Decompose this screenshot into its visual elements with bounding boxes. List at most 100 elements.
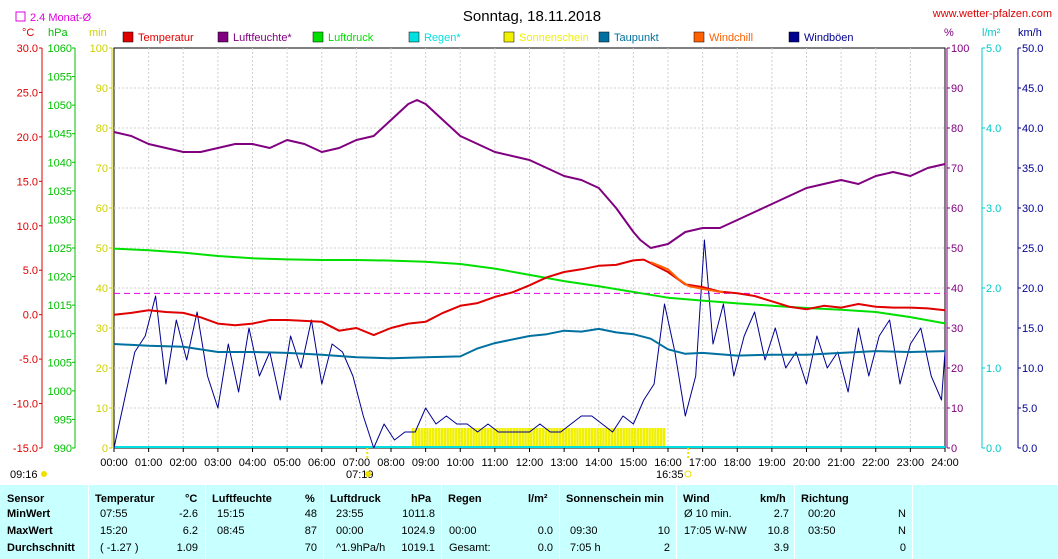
humidity-axis-label: 30 bbox=[951, 323, 963, 335]
minutes-axis-label: 70 bbox=[96, 163, 108, 175]
x-tick-label: 11:00 bbox=[482, 457, 509, 469]
humidity-axis-label: 90 bbox=[951, 83, 963, 95]
pressure-axis-label: 1055 bbox=[48, 72, 72, 84]
table-cell-d-val: N bbox=[898, 525, 906, 537]
sunshine-bar bbox=[506, 428, 510, 448]
table-cell-s-val: 2 bbox=[663, 542, 670, 554]
x-tick-label: 15:00 bbox=[620, 457, 648, 469]
sunshine-bar bbox=[610, 428, 614, 448]
table-cell-t-val: 1.09 bbox=[176, 542, 198, 554]
series-temperatur bbox=[113, 258, 946, 337]
table-cell-r-time: 00:00 bbox=[449, 525, 477, 537]
pressure-axis-label: 1040 bbox=[48, 157, 72, 169]
x-tick-label: 03:00 bbox=[204, 457, 232, 469]
sunshine-bar bbox=[576, 428, 579, 448]
minutes-axis-label: 0 bbox=[102, 443, 108, 455]
pressure-axis-label: 1005 bbox=[48, 357, 72, 369]
x-tick-label: 01:00 bbox=[135, 457, 163, 469]
col-direction bbox=[794, 485, 913, 559]
sunshine-bar bbox=[472, 428, 475, 448]
sunshine-bar bbox=[455, 428, 458, 448]
col-humidity bbox=[205, 485, 324, 559]
sunshine-bar bbox=[501, 428, 504, 448]
wind-unit: km/h bbox=[1018, 27, 1042, 39]
series-luftdruck bbox=[113, 247, 946, 325]
minutes-axis-label: 100 bbox=[90, 43, 108, 55]
sunshine-bar bbox=[489, 428, 493, 448]
sunshine-bar bbox=[561, 428, 565, 448]
sunshine-bar bbox=[530, 428, 533, 448]
x-tick-label: 16:00 bbox=[654, 457, 682, 469]
sunshine-bar bbox=[486, 428, 490, 448]
table-cell-t-val: -2.6 bbox=[179, 508, 198, 520]
hdr-rain-unit: l/m² bbox=[528, 493, 548, 505]
sunshine-bar bbox=[625, 428, 628, 448]
sunshine-bar bbox=[443, 428, 447, 448]
monthly-avg-marker bbox=[15, 11, 26, 22]
sunshine-bar bbox=[584, 428, 588, 448]
legend-swatch bbox=[788, 31, 800, 43]
sunshine-bar bbox=[544, 428, 548, 448]
rain-axis-label: 4.0 bbox=[986, 123, 1001, 135]
sunshine-bar bbox=[590, 428, 594, 448]
x-tick-label: 17:00 bbox=[689, 457, 717, 469]
chart-axes: 00:00 01:00 02:00 03:00 04:00 05:00 06:00 07:00… bbox=[13, 43, 1044, 469]
table-cell-p-time: 00:00 bbox=[336, 525, 364, 537]
x-tick-label: 09:00 bbox=[412, 457, 440, 469]
x-tick-label: 00:00 bbox=[100, 457, 128, 469]
pressure-axis-label: 1000 bbox=[48, 386, 72, 398]
sunshine-bar bbox=[570, 428, 573, 448]
x-tick-label: 06:00 bbox=[308, 457, 336, 469]
sunshine-bar bbox=[452, 428, 455, 448]
monthly-avg-label: 2.4 Monat-Ø bbox=[30, 12, 92, 24]
chart-legend: Temperatur Luftfeuchte* Luftdruck Regen* Son… bbox=[122, 31, 854, 44]
hdr-wind: Wind bbox=[683, 493, 710, 505]
sunshine-bar bbox=[657, 428, 660, 448]
humidity-axis-label: 100 bbox=[951, 43, 969, 55]
hdr-temperature: Temperatur bbox=[95, 493, 155, 505]
legend-swatch bbox=[598, 31, 610, 43]
temp-unit: °C bbox=[22, 27, 34, 39]
table-cell-p-val: 1019.1 bbox=[401, 542, 435, 554]
table-cell-w-val: 10.8 bbox=[767, 525, 789, 537]
sunshine-bar bbox=[411, 428, 415, 448]
x-tick-label: 14:00 bbox=[585, 457, 613, 469]
sunshine-bar bbox=[648, 428, 651, 448]
table-cell-t-time: ( -1.27 ) bbox=[100, 542, 139, 554]
sunshine-bar bbox=[593, 428, 597, 448]
sunshine-bar bbox=[645, 428, 648, 448]
sunshine-bar bbox=[449, 428, 452, 448]
x-tick-label: 20:00 bbox=[793, 457, 821, 469]
wind-axis-label: 10.0 bbox=[1022, 363, 1043, 375]
sunshine-bar bbox=[498, 428, 501, 448]
col-rain bbox=[441, 485, 560, 559]
col-temperature bbox=[88, 485, 206, 559]
table-cell-d-time: 03:50 bbox=[808, 525, 836, 537]
table-cell-h-val: 70 bbox=[304, 542, 317, 554]
legend-label: Regen* bbox=[424, 32, 461, 44]
table-cell-s-time: 7:05 h bbox=[570, 542, 601, 554]
x-tick-label: 23:00 bbox=[897, 457, 925, 469]
sunshine-bar bbox=[558, 428, 562, 448]
legend-swatch bbox=[503, 31, 515, 43]
sunshine-bar bbox=[639, 428, 643, 448]
table-cell-h-time: 15:15 bbox=[217, 508, 245, 520]
minutes-axis-label: 40 bbox=[96, 283, 108, 295]
table-cell-w-val: 3.9 bbox=[773, 542, 789, 554]
sunshine-bar bbox=[512, 428, 516, 448]
minutes-axis-label: 10 bbox=[96, 403, 108, 415]
sunshine-bar bbox=[426, 428, 429, 448]
daylength-icon bbox=[41, 471, 47, 477]
table-cell-label: MaxWert bbox=[7, 525, 53, 537]
temp-axis-label: 0.0 bbox=[23, 310, 38, 322]
daylength-label: 09:16 bbox=[10, 469, 38, 481]
sunshine-bar bbox=[587, 428, 591, 448]
sunshine-bar bbox=[431, 428, 435, 448]
hdr-hum-unit: % bbox=[305, 493, 315, 505]
x-tick-label: 08:00 bbox=[377, 457, 405, 469]
series-windchill bbox=[650, 261, 724, 294]
sunshine-bar bbox=[642, 428, 646, 448]
sunshine-bar bbox=[504, 428, 507, 448]
sunshine-bar bbox=[564, 428, 568, 448]
sunshine-bar bbox=[556, 428, 559, 448]
